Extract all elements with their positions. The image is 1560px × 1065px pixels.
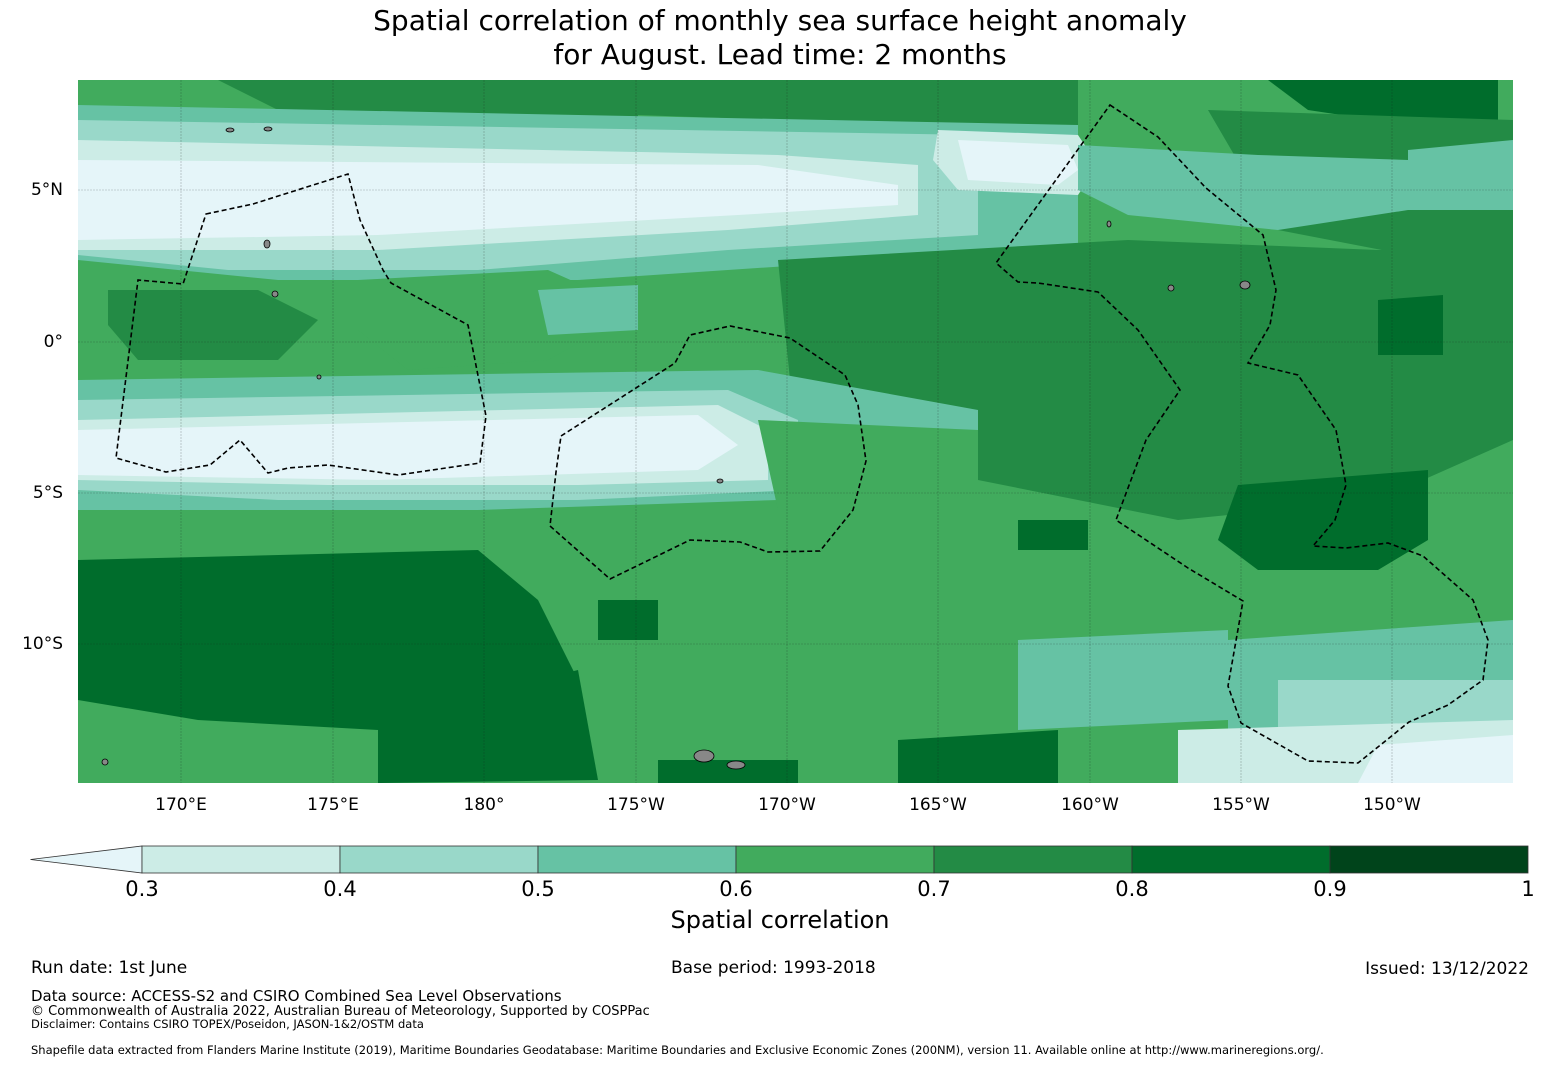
lat-label-10s: 10°S	[22, 634, 63, 654]
correlation-map	[78, 80, 1513, 783]
correlation-region	[1078, 145, 1408, 230]
island-landmass	[1106, 220, 1112, 228]
correlation-region	[1018, 520, 1088, 550]
colorbar-segment	[1329, 845, 1529, 874]
eez-boundary-line	[115, 172, 487, 476]
colorbar-segment	[339, 845, 539, 874]
lon-label-165w: 165°W	[909, 795, 967, 815]
colorbar-segment	[735, 845, 935, 874]
lon-label-180: 180°	[463, 795, 505, 815]
islands	[101, 126, 1251, 770]
island-landmass	[101, 758, 109, 766]
colorbar-segment	[537, 845, 737, 874]
colorbar-tick-0-3: 0.3	[125, 877, 159, 901]
map-title-line-1: Spatial correlation of monthly sea surfa…	[373, 4, 1187, 37]
correlation-region	[78, 160, 898, 240]
lon-label-175e: 175°E	[307, 795, 359, 815]
correlation-region	[1018, 630, 1228, 730]
colorbar-tick-0-6: 0.6	[719, 877, 753, 901]
correlation-region	[78, 550, 578, 730]
lon-label-160w: 160°W	[1061, 795, 1119, 815]
colorbar-tick-0-4: 0.4	[323, 877, 357, 901]
correlation-region	[1268, 80, 1498, 125]
lat-label-5s: 5°S	[32, 483, 63, 503]
copyright-notice: © Commonwealth of Australia 2022, Austra…	[31, 1004, 650, 1019]
eez-boundaries	[115, 103, 1489, 764]
shapefile-credit: Shapefile data extracted from Flanders M…	[31, 1043, 1324, 1057]
colorbar-extend-triangle	[30, 845, 143, 874]
correlation-region	[78, 415, 738, 480]
colorbar-tick-0-9: 0.9	[1313, 877, 1347, 901]
colorbar-segment	[1131, 845, 1331, 874]
correlation-region	[598, 600, 658, 640]
correlation-region	[108, 290, 318, 360]
colorbar-segment	[141, 845, 341, 874]
lat-label-0: 0°	[43, 332, 63, 352]
correlation-region	[1358, 735, 1513, 783]
island-landmass	[1167, 284, 1175, 292]
correlation-region	[538, 285, 638, 335]
disclaimer: Disclaimer: Contains CSIRO TOPEX/Poseido…	[31, 1017, 424, 1031]
island-landmass	[716, 478, 724, 484]
correlation-region	[1378, 295, 1443, 355]
colorbar-tick-1: 1	[1521, 877, 1535, 901]
island-landmass	[693, 749, 715, 763]
lon-label-175w: 175°W	[607, 795, 665, 815]
colorbar-tick-0-7: 0.7	[917, 877, 951, 901]
lon-label-170w: 170°W	[758, 795, 816, 815]
lon-label-150w: 150°W	[1363, 795, 1421, 815]
colorbar-label: Spatial correlation	[670, 906, 890, 934]
eez-boundary-line	[994, 103, 1489, 764]
island-landmass	[316, 374, 322, 380]
colorbar-tick-0-8: 0.8	[1115, 877, 1149, 901]
correlation-region	[958, 140, 1078, 185]
correlation-region	[1218, 470, 1428, 570]
colorbar-segment	[933, 845, 1133, 874]
eez-boundary-line	[549, 325, 867, 580]
correlation-region	[378, 670, 598, 783]
island-landmass	[225, 127, 235, 133]
run-date: Run date: 1st June	[31, 958, 188, 978]
island-landmass	[263, 239, 271, 249]
correlation-region	[758, 420, 978, 510]
lat-label-5n: 5°N	[30, 180, 63, 200]
island-landmass	[271, 290, 279, 298]
issued-date: Issued: 13/12/2022	[1365, 959, 1529, 979]
lon-label-155w: 155°W	[1212, 795, 1270, 815]
island-landmass	[726, 760, 746, 770]
correlation-regions	[78, 80, 1513, 783]
colorbar-tick-0-5: 0.5	[521, 877, 555, 901]
lon-label-170e: 170°E	[155, 795, 207, 815]
map-title-line-2: for August. Lead time: 2 months	[553, 38, 1007, 71]
correlation-region	[658, 760, 798, 783]
colorbar	[30, 845, 1529, 874]
base-period: Base period: 1993-2018	[671, 958, 876, 978]
correlation-region	[898, 730, 1058, 783]
data-source: Data source: ACCESS-S2 and CSIRO Combine…	[31, 987, 562, 1005]
island-landmass	[1239, 280, 1251, 290]
map-canvas	[78, 80, 1513, 783]
correlation-region	[1408, 140, 1513, 210]
island-landmass	[263, 126, 273, 132]
